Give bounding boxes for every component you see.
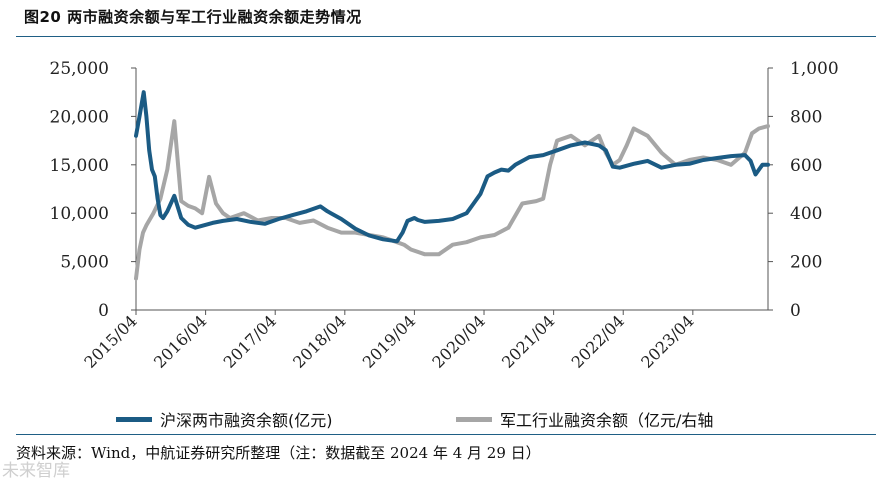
y-left-tick-label: 20,000 [50, 107, 109, 127]
legend-swatch-right [456, 416, 492, 422]
watermark-logo: 未来智库 [2, 461, 70, 481]
series-line-market [134, 90, 770, 244]
page-title: 图20 两市融资余额与军工行业融资余额走势情况 [24, 8, 362, 26]
y-right-tick-label: 800 [790, 107, 822, 127]
top-rule [16, 36, 876, 37]
x-tick-label: 2017/04 [220, 311, 280, 371]
y-left-tick-label: 0 [98, 301, 109, 321]
y-left-tick-label: 10,000 [50, 204, 109, 224]
y-right-tick-label: 600 [790, 156, 822, 176]
y-left-tick-label: 25,000 [50, 59, 109, 79]
x-tick-label: 2018/04 [289, 311, 349, 371]
legend-label-right: 军工行业融资余额（亿元/右轴 [500, 411, 714, 430]
x-tick-label: 2015/04 [80, 311, 140, 371]
y-right-tick-label: 200 [790, 253, 822, 273]
x-tick-label: 2021/04 [498, 311, 558, 371]
bottom-rule [16, 434, 876, 435]
x-tick-label: 2016/04 [150, 311, 210, 371]
legend-item-right: 军工行业融资余额（亿元/右轴 [456, 407, 713, 431]
dual-axis-line-chart: 0 5,000 10,000 15,000 20,000 25,000 0 200 400 600… [50, 59, 839, 372]
y-left-tick-label: 5,000 [60, 253, 109, 273]
y-right-tick-label: 400 [790, 204, 822, 224]
legend-swatch-left [116, 416, 152, 422]
legend-item-left: 沪深两市融资余额(亿元) [116, 407, 333, 431]
legend-label-left: 沪深两市融资余额(亿元) [160, 411, 333, 430]
x-tick-label: 2020/04 [428, 311, 488, 371]
x-tick-label: 2019/04 [359, 311, 419, 371]
x-tick-label: 2022/04 [568, 311, 628, 371]
y-left-tick-label: 15,000 [50, 156, 109, 176]
source-note: 资料来源：Wind，中航证券研究所整理（注：数据截至 2024 年 4 月 29… [16, 444, 541, 462]
y-right-tick-label: 1,000 [790, 59, 839, 79]
x-tick-label: 2023/04 [637, 311, 697, 371]
series-line-military [134, 119, 770, 281]
y-right-tick-label: 0 [790, 301, 801, 321]
legend: 沪深两市融资余额(亿元) 军工行业融资余额（亿元/右轴 [0, 407, 891, 433]
